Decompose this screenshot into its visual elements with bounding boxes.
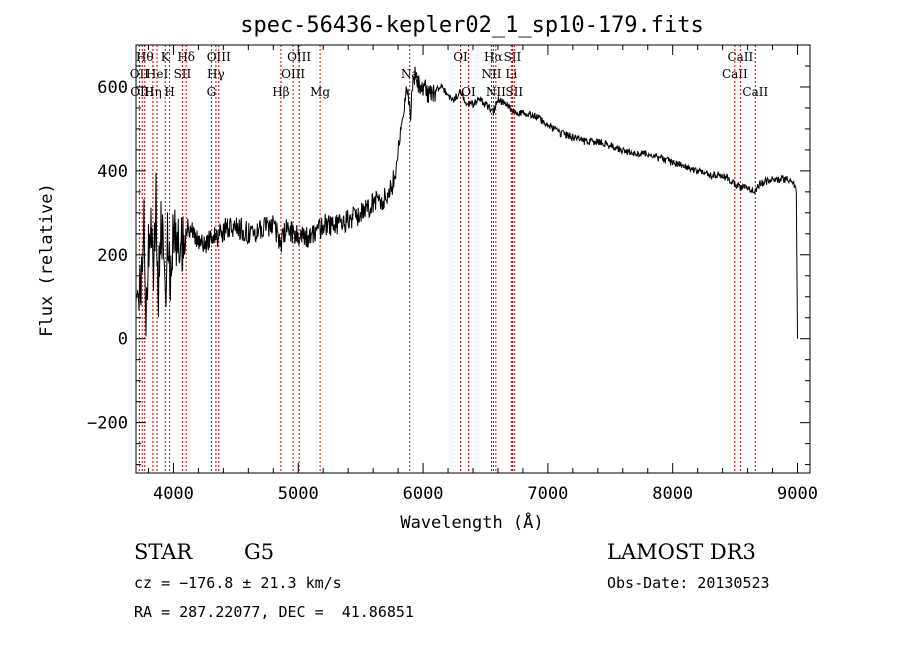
line-marker-label: OIII [281, 67, 305, 81]
y-tick-label: 600 [97, 78, 128, 98]
line-marker-label: Hα [484, 50, 503, 64]
x-tick-label: 7000 [527, 484, 568, 504]
line-marker-label: SII [505, 85, 523, 99]
line-marker-label: NII [486, 85, 506, 99]
line-marker-label: H [164, 85, 174, 99]
object-class: STAR [134, 540, 193, 564]
line-marker-label: Hθ [136, 50, 154, 64]
line-marker-label: CaII [727, 50, 753, 64]
line-marker-label: HeI [146, 67, 169, 81]
spectral-line-markers: OIIOIIIHθHηHeIKHSIIHδGHγOIIIHβOIIIOIIIMg… [130, 45, 768, 473]
y-axis-label: Flux (relative) [37, 183, 57, 337]
line-marker-label: Hβ [272, 85, 289, 99]
y-tick-label: −200 [87, 414, 128, 434]
line-marker-label: G [207, 85, 217, 99]
line-marker-label: Mg [310, 85, 330, 99]
plot-frame [135, 44, 811, 474]
line-marker-label: SII [174, 67, 192, 81]
line-marker-label: K [161, 50, 171, 64]
y-tick-label: 0 [118, 330, 128, 350]
y-tick-label: 400 [97, 162, 128, 182]
line-marker-label: CaII [722, 67, 748, 81]
line-marker-label: Hη [144, 85, 162, 99]
redshift-velocity: cz = −176.8 ± 21.3 km/s [134, 574, 342, 592]
observation-date: Obs-Date: 20130523 [607, 574, 770, 592]
x-axis-ticks: 4000 5000 6000 7000 8000 9000 [147, 45, 818, 504]
spectrum-line [135, 66, 798, 339]
line-marker-label: SII [504, 50, 522, 64]
x-tick-label: 8000 [652, 484, 693, 504]
line-marker-label: OIII [207, 50, 231, 64]
line-marker-label: Hδ [177, 50, 195, 64]
line-marker-label: Hγ [207, 67, 225, 81]
line-marker-label: Li [505, 67, 517, 81]
x-tick-label: 5000 [278, 484, 319, 504]
line-marker-label: NII [481, 67, 501, 81]
y-axis-ticks: −200 0 200 400 600 [87, 44, 810, 466]
x-tick-label: 4000 [153, 484, 194, 504]
object-subclass: G5 [244, 540, 275, 564]
line-marker-label: OI [461, 85, 476, 99]
line-marker-label: CaII [742, 85, 768, 99]
line-marker-label: OI [453, 50, 468, 64]
survey-name: LAMOST DR3 [607, 540, 756, 564]
x-tick-label: 9000 [777, 484, 818, 504]
chart-title: spec-56436-kepler02_1_sp10-179.fits [240, 13, 704, 38]
line-marker-label: OIII [287, 50, 311, 64]
x-axis-label: Wavelength (Å) [400, 511, 543, 533]
x-tick-label: 6000 [403, 484, 444, 504]
y-tick-label: 200 [97, 246, 128, 266]
coordinates: RA = 287.22077, DEC = 41.86851 [134, 603, 414, 621]
